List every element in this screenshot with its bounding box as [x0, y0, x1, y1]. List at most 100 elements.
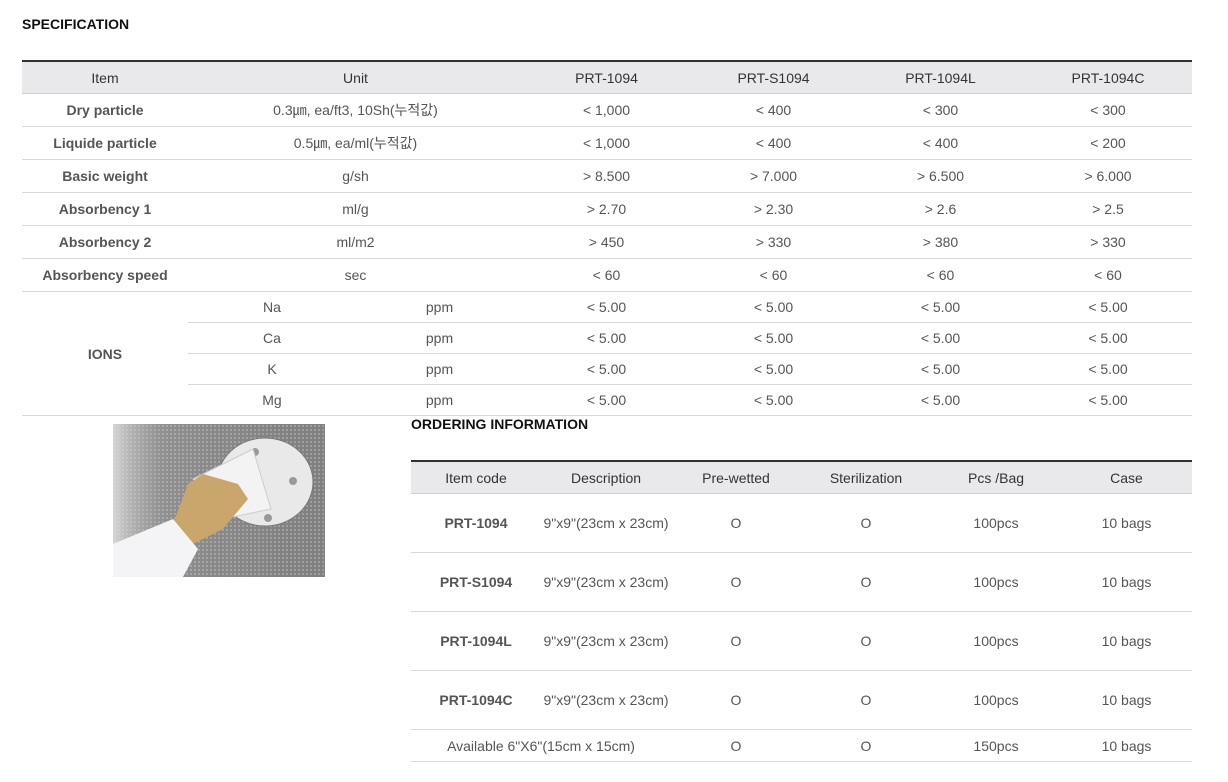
table-row: IONS Na ppm < 5.00 < 5.00 < 5.00 < 5.00 [22, 291, 1192, 416]
table-cell: Absorbency 2 [22, 225, 188, 259]
table-cell: 0.3㎛, ea/ft3, 10Sh(누적값) [188, 93, 523, 127]
table-cell: K [188, 353, 356, 385]
table-row: Absorbency 1 ml/g > 2.70 > 2.30 > 2.6 > 2.5 [22, 192, 1192, 226]
table-cell: 10 bags [1061, 552, 1192, 612]
order-title: ORDERING INFORMATION [411, 416, 589, 432]
table-cell: PRT-1094 [411, 493, 541, 553]
header-cell: PRT-1094 [523, 60, 690, 94]
table-cell: < 400 [857, 126, 1024, 160]
table-cell: ppm [356, 322, 523, 354]
table-cell: < 5.00 [857, 353, 1024, 385]
table-row: PRT-1094 9"x9"(23cm x 23cm) O O 100pcs 10 bag… [411, 493, 1192, 553]
table-cell: PRT-1094L [411, 611, 541, 671]
header-cell: Case [1061, 460, 1192, 494]
table-cell: O [801, 611, 931, 671]
table-cell: O [671, 552, 801, 612]
table-row: PRT-1094C 9"x9"(23cm x 23cm) O O 100pcs 10 ba… [411, 670, 1192, 730]
table-cell: 100pcs [931, 670, 1061, 730]
header-cell: Item [22, 60, 188, 94]
table-cell: > 2.70 [523, 192, 690, 226]
table-cell: Na [188, 291, 356, 323]
table-cell: < 5.00 [690, 291, 857, 323]
table-cell: > 2.30 [690, 192, 857, 226]
table-cell: < 5.00 [523, 322, 690, 354]
table-row: Absorbency speed sec < 60 < 60 < 60 < 60 [22, 258, 1192, 292]
table-cell: < 5.00 [690, 353, 857, 385]
header-cell: Item code [411, 460, 541, 494]
header-cell: Description [541, 460, 671, 494]
table-cell: Liquide particle [22, 126, 188, 160]
table-cell: < 5.00 [690, 322, 857, 354]
table-cell: 100pcs [931, 493, 1061, 553]
table-cell: > 450 [523, 225, 690, 259]
table-cell: < 1,000 [523, 126, 690, 160]
table-cell: sec [188, 258, 523, 292]
table-cell: > 7.000 [690, 159, 857, 193]
table-cell: < 60 [690, 258, 857, 292]
table-header-row: Item code Description Pre-wetted Sterili… [411, 460, 1192, 494]
table-cell: O [801, 493, 931, 553]
table-cell: O [801, 670, 931, 730]
table-cell: < 5.00 [690, 384, 857, 416]
table-cell: ml/m2 [188, 225, 523, 259]
table-cell: > 2.5 [1024, 192, 1192, 226]
table-row: Absorbency 2 ml/m2 > 450 > 330 > 380 > 330 [22, 225, 1192, 259]
table-cell: > 8.500 [523, 159, 690, 193]
header-cell: Pcs /Bag [931, 460, 1061, 494]
table-cell: 10 bags [1061, 670, 1192, 730]
header-cell: Sterilization [801, 460, 931, 494]
table-cell: ml/g [188, 192, 523, 226]
table-cell: 150pcs [931, 729, 1061, 762]
table-cell: > 2.6 [857, 192, 1024, 226]
table-cell: Absorbency 1 [22, 192, 188, 226]
table-cell: 0.5㎛, ea/ml(누적값) [188, 126, 523, 160]
table-cell: < 5.00 [1024, 353, 1192, 385]
table-cell: < 5.00 [523, 291, 690, 323]
table-cell: < 60 [857, 258, 1024, 292]
table-cell: ppm [356, 353, 523, 385]
table-cell: O [801, 552, 931, 612]
table-cell: < 400 [690, 126, 857, 160]
header-cell: PRT-S1094 [690, 60, 857, 94]
header-cell: PRT-1094C [1024, 60, 1192, 94]
table-cell: > 6.000 [1024, 159, 1192, 193]
table-cell: ppm [356, 384, 523, 416]
header-cell: Unit [188, 60, 523, 94]
header-cell: Pre-wetted [671, 460, 801, 494]
table-cell: 10 bags [1061, 611, 1192, 671]
table-cell: < 5.00 [523, 384, 690, 416]
table-row: Ca ppm < 5.00 < 5.00 < 5.00 < 5.00 [22, 322, 1192, 354]
table-cell: 9"x9"(23cm x 23cm) [541, 670, 671, 730]
table-cell: < 5.00 [857, 291, 1024, 323]
table-cell: 9"x9"(23cm x 23cm) [541, 552, 671, 612]
table-cell: Dry particle [22, 93, 188, 127]
table-cell: O [671, 729, 801, 762]
table-cell: < 200 [1024, 126, 1192, 160]
table-cell: Basic weight [22, 159, 188, 193]
table-cell: 10 bags [1061, 493, 1192, 553]
table-cell: 100pcs [931, 552, 1061, 612]
table-cell: 9"x9"(23cm x 23cm) [541, 611, 671, 671]
table-cell: < 60 [1024, 258, 1192, 292]
table-cell: g/sh [188, 159, 523, 193]
table-cell: < 60 [523, 258, 690, 292]
table-header-row: Item Unit PRT-1094 PRT-S1094 PRT-1094L P… [22, 60, 1192, 94]
table-cell: > 330 [1024, 225, 1192, 259]
table-cell: < 5.00 [523, 353, 690, 385]
table-cell: PRT-1094C [411, 670, 541, 730]
spec-title: SPECIFICATION [22, 16, 130, 32]
table-cell: Absorbency speed [22, 258, 188, 292]
table-row: Mg ppm < 5.00 < 5.00 < 5.00 < 5.00 [22, 384, 1192, 416]
table-row: Liquide particle 0.5㎛, ea/ml(누적값) < 1,000 <… [22, 126, 1192, 160]
table-row: Basic weight g/sh > 8.500 > 7.000 > 6.500 > 6… [22, 159, 1192, 193]
table-cell: < 400 [690, 93, 857, 127]
table-cell: 100pcs [931, 611, 1061, 671]
table-cell: O [671, 493, 801, 553]
table-cell: < 5.00 [1024, 384, 1192, 416]
product-usage-photo [113, 424, 325, 577]
table-cell: O [671, 670, 801, 730]
table-cell: Ca [188, 322, 356, 354]
table-cell: IONS [22, 291, 188, 416]
table-cell: > 380 [857, 225, 1024, 259]
